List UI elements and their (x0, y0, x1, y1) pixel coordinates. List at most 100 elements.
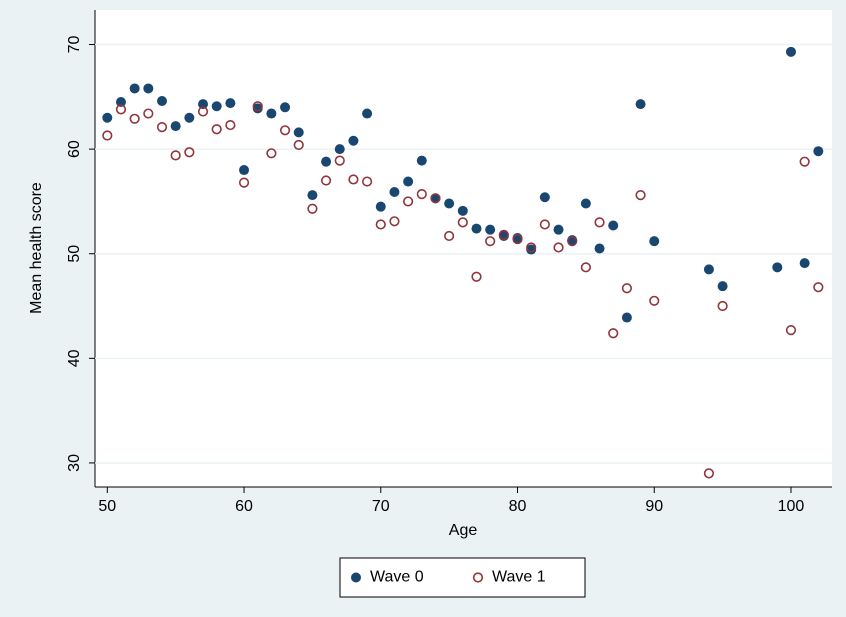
y-tick-label: 50 (66, 245, 83, 263)
point (129, 113, 140, 124)
point (321, 156, 332, 167)
point (485, 236, 496, 247)
point (553, 242, 564, 253)
point (457, 217, 468, 228)
point (498, 229, 509, 241)
point (362, 108, 373, 119)
point (225, 98, 236, 109)
point (649, 236, 660, 247)
point (320, 175, 332, 186)
point (799, 258, 810, 269)
point (526, 244, 537, 255)
point (799, 156, 810, 167)
point (266, 108, 277, 119)
point (184, 112, 195, 123)
point (635, 190, 646, 201)
x-tick-label: 100 (778, 498, 805, 515)
point (444, 198, 455, 209)
point (594, 243, 605, 254)
y-tick-label: 60 (66, 140, 83, 158)
point (115, 104, 127, 115)
point (813, 282, 824, 293)
point (635, 99, 646, 110)
point (430, 193, 441, 204)
point (703, 264, 714, 275)
point (280, 102, 291, 113)
point (772, 262, 783, 273)
point (157, 96, 167, 107)
point (334, 144, 345, 155)
legend-box (339, 557, 586, 598)
legend-label: Wave 0 (370, 569, 424, 586)
legend-marker (472, 572, 484, 583)
point (143, 83, 154, 94)
point (539, 192, 550, 203)
point (252, 103, 263, 114)
point (156, 122, 168, 133)
point (334, 155, 345, 166)
point (279, 125, 291, 136)
point (512, 233, 523, 245)
point (608, 220, 619, 231)
point (444, 230, 455, 242)
plot-area (95, 10, 832, 487)
point (170, 121, 181, 132)
y-axis-label: Mean health score (28, 182, 45, 314)
point (717, 300, 728, 312)
point (238, 177, 250, 188)
point (580, 262, 591, 273)
point (143, 108, 154, 119)
point (375, 201, 386, 212)
point (526, 242, 537, 253)
point (717, 281, 728, 292)
point (416, 155, 427, 166)
point (389, 187, 400, 198)
x-tick-label: 60 (235, 498, 253, 515)
point (129, 83, 140, 94)
point (102, 112, 113, 123)
point (471, 223, 482, 234)
point (403, 196, 414, 207)
point (703, 468, 715, 479)
point (785, 324, 797, 336)
point (184, 147, 195, 158)
point (348, 174, 359, 185)
point (813, 146, 824, 157)
point (416, 189, 427, 200)
point (389, 216, 400, 227)
point (608, 328, 619, 339)
point (293, 127, 304, 138)
point (457, 205, 468, 216)
x-tick-label: 70 (372, 498, 390, 515)
point (293, 139, 304, 151)
x-tick-label: 90 (645, 498, 663, 515)
point (252, 101, 263, 112)
point (539, 219, 550, 230)
point (197, 106, 209, 117)
legend-marker (351, 572, 361, 583)
point (307, 203, 318, 214)
point (362, 176, 373, 187)
point (170, 150, 181, 161)
point (225, 119, 236, 131)
x-axis-label: Age (449, 522, 478, 539)
point (403, 176, 414, 187)
point (567, 236, 578, 247)
point (115, 97, 126, 108)
point (430, 193, 441, 204)
legend-label: Wave 1 (492, 569, 546, 586)
point (239, 165, 250, 176)
point (307, 190, 318, 201)
point (348, 135, 359, 146)
point (266, 148, 277, 159)
point (621, 283, 632, 294)
point (485, 224, 496, 235)
point (594, 217, 605, 228)
y-tick-label: 30 (66, 454, 83, 472)
point (649, 295, 660, 306)
point (580, 198, 591, 209)
point (102, 130, 113, 141)
y-tick-label: 40 (66, 349, 83, 367)
point (211, 124, 222, 135)
